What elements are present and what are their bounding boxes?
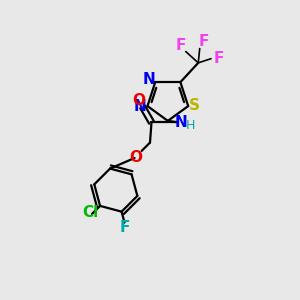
Text: F: F (214, 51, 224, 66)
Text: F: F (176, 38, 186, 52)
Text: S: S (189, 98, 200, 113)
Text: N: N (142, 72, 155, 87)
Text: N: N (134, 99, 146, 114)
Text: H: H (185, 119, 195, 132)
Text: O: O (133, 93, 146, 108)
Text: F: F (198, 34, 209, 49)
Text: O: O (129, 150, 142, 165)
Text: F: F (119, 220, 130, 236)
Text: N: N (175, 115, 188, 130)
Text: Cl: Cl (82, 205, 99, 220)
